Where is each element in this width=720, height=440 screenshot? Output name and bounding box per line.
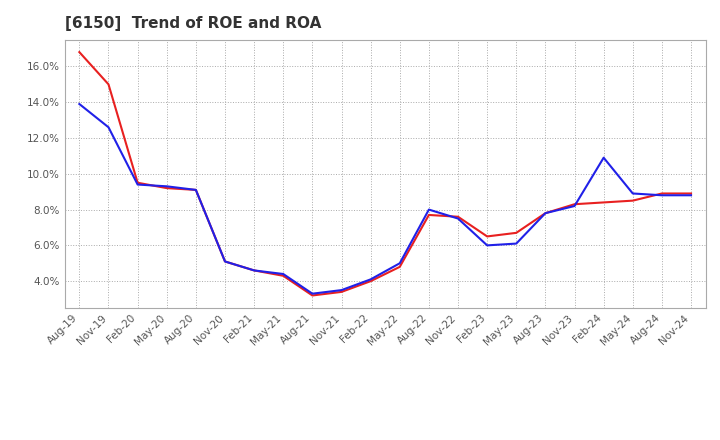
ROE [570,202,579,207]
ROA [687,193,696,198]
ROA [541,210,550,216]
ROA [192,187,200,193]
ROE [512,230,521,235]
ROE [163,186,171,191]
ROE [366,279,375,284]
ROA [337,287,346,293]
ROA [395,260,404,266]
ROE [657,191,666,196]
ROE [104,82,113,87]
ROA [308,291,317,296]
ROA [163,183,171,189]
ROE [425,213,433,218]
ROE [483,234,492,239]
ROA [279,271,287,277]
ROE [220,259,229,264]
ROE [250,268,258,273]
ROE [395,264,404,269]
Line: ROA: ROA [79,104,691,293]
ROA [250,268,258,273]
ROA [220,259,229,264]
ROE [599,200,608,205]
ROE [687,191,696,196]
ROA [425,207,433,212]
Line: ROE: ROE [79,52,691,296]
ROE [454,214,462,220]
ROE [308,293,317,298]
ROE [75,49,84,55]
ROA [133,182,142,187]
ROA [75,101,84,106]
Text: [6150]  Trend of ROE and ROA: [6150] Trend of ROE and ROA [65,16,321,32]
ROE [337,289,346,294]
ROA [366,277,375,282]
ROA [483,243,492,248]
ROA [512,241,521,246]
ROE [541,210,550,216]
ROA [104,125,113,130]
ROE [279,273,287,279]
ROA [570,203,579,209]
ROA [599,155,608,160]
ROA [629,191,637,196]
ROA [657,193,666,198]
ROE [133,180,142,185]
ROA [454,216,462,221]
ROE [629,198,637,203]
ROE [192,187,200,193]
